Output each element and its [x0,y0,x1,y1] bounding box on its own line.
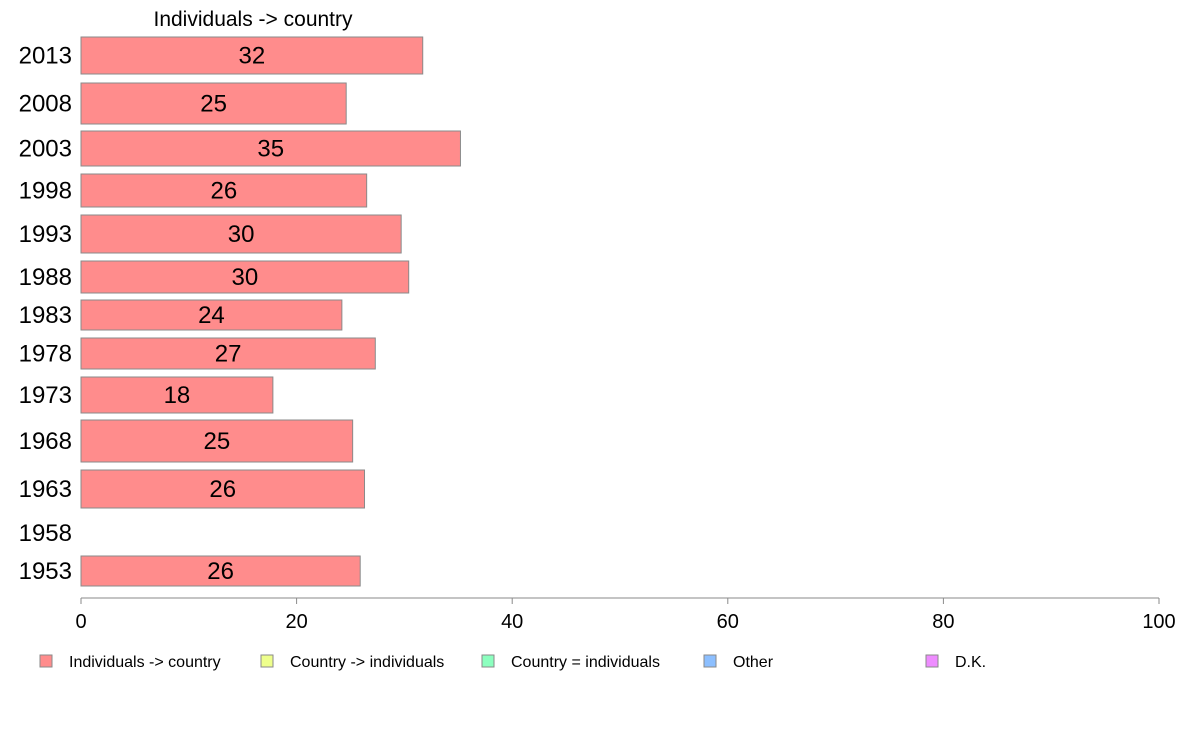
legend-label-2: Country -> individuals [290,654,444,671]
category-label-2013: 2013 [19,43,72,70]
data-label-1993: 30 [228,221,255,248]
bar-1983 [80,299,343,331]
bar-1993 [80,214,402,254]
x-tick-label-40: 40 [501,611,523,633]
bar-1998 [80,173,368,208]
data-label-1988: 30 [232,264,259,291]
legend-label-5: D.K. [955,654,986,671]
legend-swatch-1 [39,654,53,668]
x-tick-label-60: 60 [717,611,739,633]
bar-1978 [80,337,376,370]
legend-label-1: Individuals -> country [69,654,221,671]
category-label-1963: 1963 [19,476,72,503]
bars-layer: 32 25 35 26 30 30 24 27 18 25 26 26 [80,36,461,587]
x-tick-label-0: 0 [75,611,86,633]
bar-2008 [80,82,347,125]
category-label-1958: 1958 [19,520,72,547]
data-label-1963: 26 [209,476,236,503]
category-labels: 2013 2008 2003 1998 1993 1988 1983 1978 1973 1968… [19,43,72,586]
data-label-1998: 26 [210,178,237,205]
legend-swatch-5 [925,654,939,668]
data-label-1973: 18 [164,382,191,409]
legend: Individuals -> country Country -> individ… [39,654,986,671]
category-label-1988: 1988 [19,264,72,291]
data-label-1983: 24 [198,302,225,329]
data-label-2003: 35 [257,136,284,163]
category-label-2008: 2008 [19,91,72,118]
bar-1973 [80,376,274,414]
category-label-1968: 1968 [19,428,72,455]
legend-label-4: Other [733,654,774,671]
x-axis: 0 20 40 60 80 100 [75,597,1176,633]
legend-label-3: Country = individuals [511,654,660,671]
category-label-1978: 1978 [19,341,72,368]
bar-1953 [80,555,361,587]
bar-2003 [80,130,461,167]
data-label-1968: 25 [203,428,230,455]
legend-swatch-4 [703,654,717,668]
data-label-2013: 32 [239,43,266,70]
data-label-1953: 26 [207,558,234,585]
category-label-1998: 1998 [19,178,72,205]
bar-1968 [80,419,354,463]
legend-swatch-2 [260,654,274,668]
bar-2013 [80,36,424,75]
x-tick-label-80: 80 [932,611,954,633]
bar-1988 [80,260,410,294]
x-tick-label-100: 100 [1142,611,1175,633]
legend-swatch-3 [481,654,495,668]
bar-1963 [80,469,366,509]
category-label-1983: 1983 [19,302,72,329]
category-label-2003: 2003 [19,136,72,163]
category-label-1953: 1953 [19,558,72,585]
x-tick-label-20: 20 [285,611,307,633]
chart-title: Individuals -> country [153,8,353,31]
data-label-1978: 27 [215,341,242,368]
category-label-1993: 1993 [19,221,72,248]
category-label-1973: 1973 [19,382,72,409]
data-label-2008: 25 [200,91,227,118]
